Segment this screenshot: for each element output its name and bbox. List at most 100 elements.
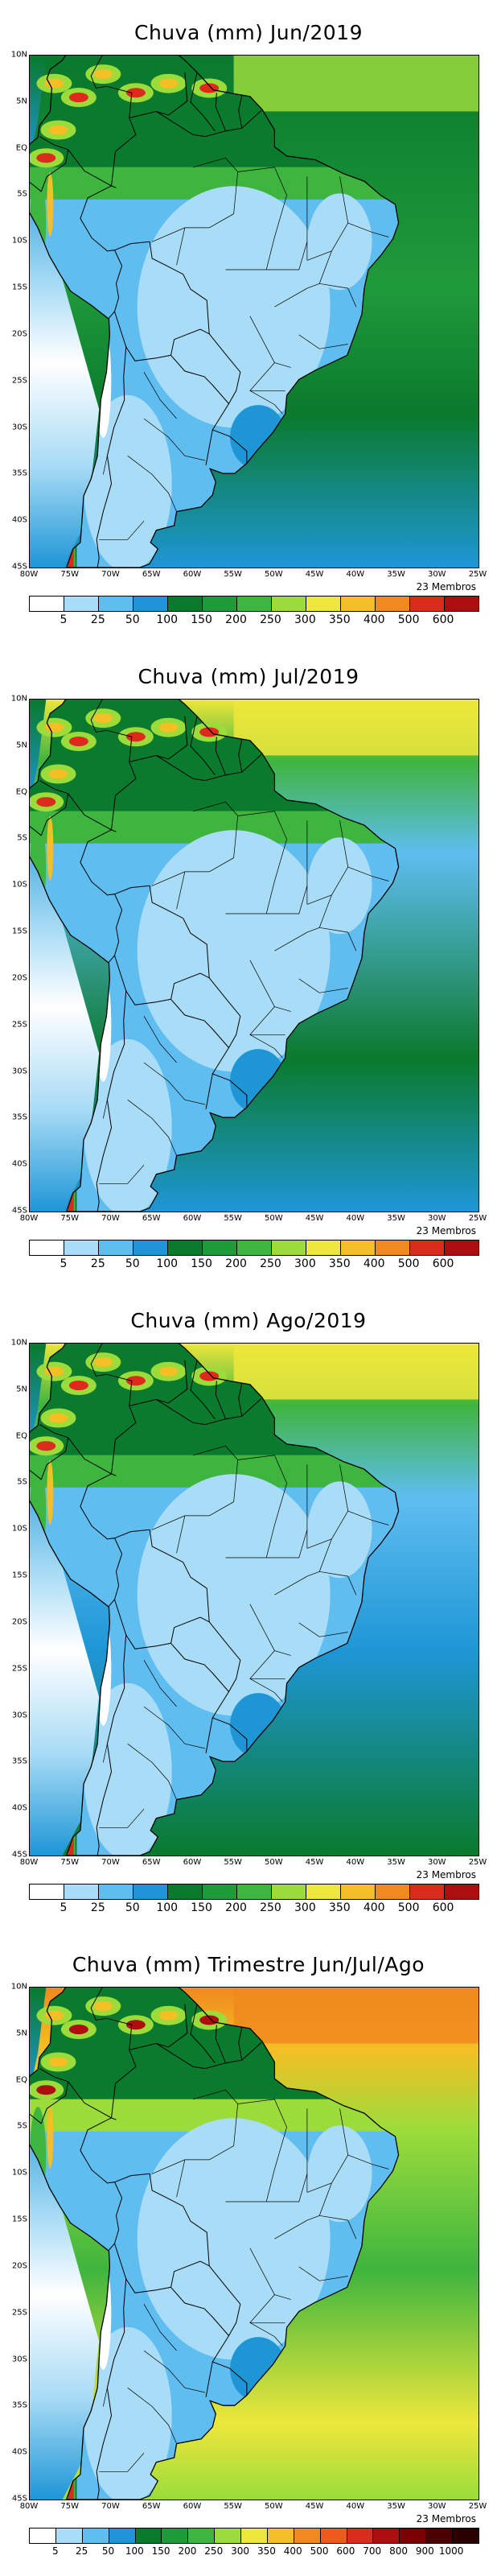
map-canvas [30, 1988, 479, 2500]
rain-core [125, 1376, 146, 1386]
latitude-tick-label: 30S [11, 423, 27, 432]
color-legend-swatch [341, 1241, 376, 1255]
latitude-tick-label: 30S [11, 1711, 27, 1720]
rainfall-map [29, 699, 479, 1212]
color-legend-swatch [99, 1885, 133, 1899]
color-legend-label: 5 [60, 1257, 68, 1270]
color-legend-swatch [341, 1885, 376, 1899]
color-legend-swatch [30, 1885, 64, 1899]
country-border [238, 739, 243, 773]
state-border [176, 1515, 186, 1554]
state-border [347, 1510, 389, 1525]
color-legend-swatch [241, 2529, 268, 2543]
state-border [143, 2350, 206, 2393]
rain-core [125, 88, 146, 98]
longitude-tick-label: 50W [265, 570, 283, 579]
country-border [96, 2278, 127, 2500]
latitude-tick-label: EQ [15, 2075, 27, 2085]
country-border [68, 149, 123, 320]
color-legend-label: 300 [294, 1257, 316, 1270]
state-border [347, 2154, 389, 2169]
color-legend-swatch [445, 1885, 479, 1899]
state-border [99, 1164, 145, 1184]
state-border [102, 1744, 108, 1763]
color-legend-swatch [203, 597, 237, 611]
color-legend-label: 25 [90, 613, 105, 626]
state-border [127, 2387, 177, 2444]
color-legend-swatch [55, 2529, 83, 2543]
color-legend-swatch [376, 1885, 410, 1899]
color-legend-label: 400 [283, 2545, 302, 2557]
country-border [238, 2027, 243, 2061]
color-legend-swatch [168, 1885, 203, 1899]
color-legend-swatch [109, 2529, 136, 2543]
map-canvas [30, 700, 479, 1212]
rain-core [158, 2010, 179, 2021]
longitude-labels: 80W 75W 70W 65W 60W 55W 50W 45W 40W 35W 30W 25W [20, 570, 487, 581]
state-border [102, 1100, 108, 1119]
color-legend-labels: 5 25 50 100 150 200 250 300 350 400 500 600 [29, 1257, 478, 1270]
rain-core [68, 93, 88, 103]
state-border [249, 1034, 283, 1059]
state-border [127, 455, 177, 512]
latitude-tick-label: 45S [11, 562, 27, 572]
longitude-tick-label: 75W [60, 1858, 80, 1867]
state-border [298, 1622, 348, 1637]
state-border [225, 886, 308, 914]
longitude-tick-label: 55W [224, 1858, 242, 1867]
state-border [274, 2182, 332, 2240]
state-border [176, 2159, 186, 2198]
country-border [30, 136, 69, 192]
color-legend-swatch [376, 597, 410, 611]
latitude-tick-label: 15S [11, 927, 27, 936]
panel-jun: Chuva (mm) Jun/2019 10N 5N EQ 5S 10S 15S 20S 25… [0, 0, 497, 644]
latitude-tick-label: 20S [11, 973, 27, 983]
color-legend-label: 1000 [438, 2545, 464, 2557]
state-border [319, 283, 357, 308]
rain-core [199, 727, 220, 737]
color-legend-label: 400 [363, 1901, 385, 1914]
rain-core [44, 78, 64, 89]
longitude-tick-label: 25W [468, 1858, 487, 1867]
panel-trimestre: Chuva (mm) Trimestre Jun/Jul/Ago 10N 5N EQ… [0, 1932, 497, 2576]
rain-core [158, 1366, 179, 1377]
color-legend-labels: 5 25 50 100 150 200 250 300 350 400 500 600 700 800 90… [29, 2545, 478, 2558]
state-border [274, 894, 332, 952]
country-border [205, 1073, 248, 1109]
color-legend-labels: 5 25 50 100 150 200 250 300 350 400 500 600 [29, 1901, 478, 1914]
country-border [114, 2173, 210, 2293]
longitude-tick-label: 70W [101, 2502, 120, 2511]
rain-core [48, 2057, 68, 2067]
panel-title: Chuva (mm) Ago/2019 [130, 1309, 367, 1332]
country-border [215, 737, 226, 775]
latitude-tick-label: 25S [11, 1020, 27, 1030]
color-legend-label: 250 [260, 1257, 281, 1270]
coastline [30, 700, 400, 1212]
country-border [114, 241, 210, 361]
latitude-tick-label: 45S [11, 1206, 27, 1216]
state-border [347, 866, 389, 881]
longitude-tick-label: 55W [224, 2502, 242, 2511]
longitude-tick-label: 25W [468, 1214, 487, 1223]
color-legend-swatch [237, 1241, 272, 1255]
latitude-tick-label: EQ [15, 787, 27, 797]
color-legend-swatch [306, 597, 341, 611]
state-border [249, 390, 283, 415]
latitude-tick-label: 40S [11, 515, 27, 525]
color-legend-label: 200 [225, 1257, 247, 1270]
color-legend-swatch [82, 2529, 109, 2543]
country-border [68, 1437, 123, 1608]
rain-core [44, 722, 64, 733]
rain-core [36, 797, 56, 807]
color-legend-swatch [203, 1241, 237, 1255]
panel-title: Chuva (mm) Jun/2019 [134, 21, 363, 44]
longitude-tick-label: 65W [142, 2502, 161, 2511]
latitude-tick-label: 5S [17, 833, 27, 843]
state-border [306, 1464, 349, 1549]
color-legend-swatch [203, 1885, 237, 1899]
color-legend-swatch [237, 1885, 272, 1899]
rain-core [199, 83, 220, 93]
color-legend-swatch [30, 2529, 56, 2543]
latitude-tick-label: 45S [11, 2494, 27, 2504]
pacific-ocean-field [30, 1988, 100, 2500]
